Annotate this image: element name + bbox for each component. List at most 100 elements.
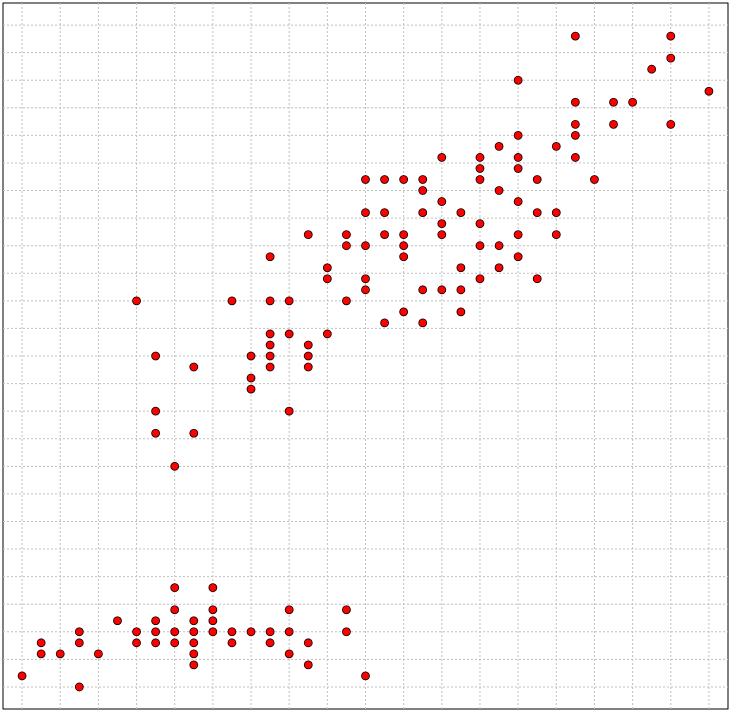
data-point (666, 53, 676, 63)
data-point (361, 274, 370, 284)
data-point (570, 119, 580, 129)
data-point (456, 263, 466, 273)
data-point (170, 627, 180, 637)
data-point (246, 351, 256, 361)
data-point (418, 175, 428, 184)
data-point (132, 627, 141, 637)
data-point (399, 175, 409, 184)
data-point (246, 373, 256, 383)
data-point (418, 186, 428, 195)
data-point (609, 119, 618, 129)
data-point (494, 186, 504, 195)
data-point (513, 164, 523, 173)
data-point (322, 274, 332, 284)
data-point (303, 340, 313, 350)
data-point (380, 230, 389, 240)
data-point (628, 97, 638, 107)
data-point (113, 616, 122, 626)
data-point (513, 75, 523, 85)
data-point (475, 274, 485, 284)
data-point (437, 197, 447, 206)
data-point (456, 307, 466, 317)
data-point (570, 97, 580, 107)
data-point (151, 351, 161, 361)
data-point (227, 296, 237, 306)
data-point (189, 627, 199, 637)
data-point (208, 616, 218, 626)
data-point (284, 329, 294, 339)
data-point (246, 627, 256, 637)
data-point (609, 97, 618, 107)
data-point (666, 31, 676, 41)
data-point (227, 627, 237, 637)
data-point (532, 274, 542, 284)
data-point (303, 638, 313, 648)
data-point (322, 263, 332, 273)
data-point (437, 230, 447, 240)
data-point (132, 638, 141, 648)
data-point (570, 31, 580, 41)
data-point (342, 296, 351, 306)
data-point (284, 406, 294, 416)
data-point (342, 605, 351, 615)
data-point (265, 638, 275, 648)
data-point (475, 153, 485, 162)
data-point (265, 351, 275, 361)
data-point (151, 406, 161, 416)
data-point (342, 230, 351, 240)
data-point (399, 241, 409, 251)
data-point (303, 660, 313, 670)
data-point (456, 285, 466, 295)
data-point (494, 142, 504, 151)
data-point (342, 241, 351, 251)
data-point (322, 329, 332, 339)
data-point (532, 208, 542, 217)
data-point (513, 252, 523, 262)
data-point (475, 219, 485, 229)
data-point (399, 230, 409, 240)
data-point (265, 252, 275, 262)
data-point (284, 649, 294, 659)
data-point (265, 296, 275, 306)
data-point (418, 208, 428, 217)
data-point (284, 605, 294, 615)
data-point (399, 252, 409, 262)
data-point (513, 230, 523, 240)
data-point (36, 638, 46, 648)
data-point (265, 362, 275, 372)
data-point (513, 153, 523, 162)
data-point (74, 627, 84, 637)
data-point (227, 638, 237, 648)
data-point (437, 153, 447, 162)
data-point (570, 130, 580, 140)
data-point (361, 208, 370, 217)
data-point (494, 263, 504, 273)
data-point (265, 329, 275, 339)
data-point (265, 340, 275, 350)
data-point (189, 660, 199, 670)
data-point (666, 119, 676, 129)
data-point (494, 241, 504, 251)
data-point (132, 296, 141, 306)
data-point (437, 285, 447, 295)
data-point (551, 230, 561, 240)
data-point (361, 241, 370, 251)
data-point (570, 153, 580, 162)
data-point (513, 130, 523, 140)
data-point (342, 627, 351, 637)
data-point (303, 351, 313, 361)
data-point (36, 649, 46, 659)
data-point (208, 627, 218, 637)
data-point (361, 175, 370, 184)
data-point (170, 638, 180, 648)
data-point (513, 197, 523, 206)
data-point (151, 627, 161, 637)
data-point (151, 428, 161, 438)
data-point (189, 638, 199, 648)
data-point (189, 649, 199, 659)
data-point (17, 671, 27, 681)
data-point (246, 384, 256, 394)
data-point (189, 362, 199, 372)
data-points (17, 31, 714, 692)
